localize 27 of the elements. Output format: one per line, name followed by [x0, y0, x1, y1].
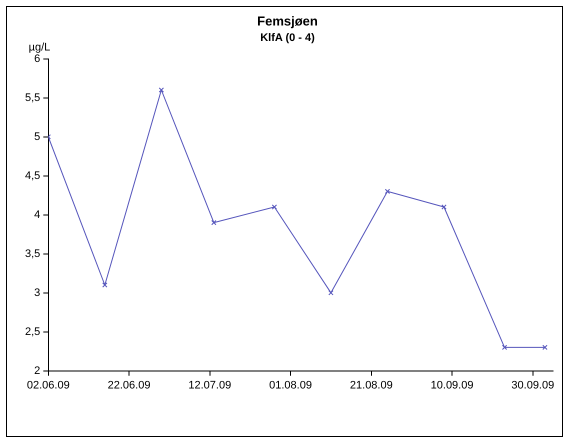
y-axis-title: µg/L [28, 41, 50, 54]
point [102, 282, 108, 288]
y-tick-label: 2,5 [24, 326, 40, 338]
x-tick-label: 21.08.09 [350, 379, 393, 392]
point [272, 204, 278, 210]
y-tick-label: 4,5 [24, 170, 40, 182]
chart-title: Femsjøen [257, 13, 318, 28]
y-tick-label: 3,5 [24, 248, 40, 260]
x-tick-label: 01.08.09 [269, 379, 312, 392]
y-tick-label: 2 [34, 364, 40, 377]
point [211, 220, 216, 226]
point [502, 344, 508, 350]
x-tick-label: 10.09.09 [430, 379, 474, 392]
point [441, 204, 447, 210]
y-tick-label: 5 [34, 130, 40, 143]
x-tick-label: 30.09.09 [511, 379, 554, 392]
x-tick-label: 22.06.09 [108, 379, 150, 392]
point [328, 290, 334, 296]
x-tick-label: 02.06.09 [26, 379, 70, 392]
point [384, 188, 390, 194]
x-tick-label: 12.07.09 [188, 379, 232, 392]
y-tick-label: 4 [34, 208, 40, 221]
y-tick-label: 6 [34, 52, 40, 65]
point [158, 87, 164, 93]
y-tick-label: 3 [34, 286, 40, 299]
chart-subtitle: KlfA (0 - 4) [260, 32, 316, 44]
y-tick-label: 5,5 [24, 92, 40, 104]
